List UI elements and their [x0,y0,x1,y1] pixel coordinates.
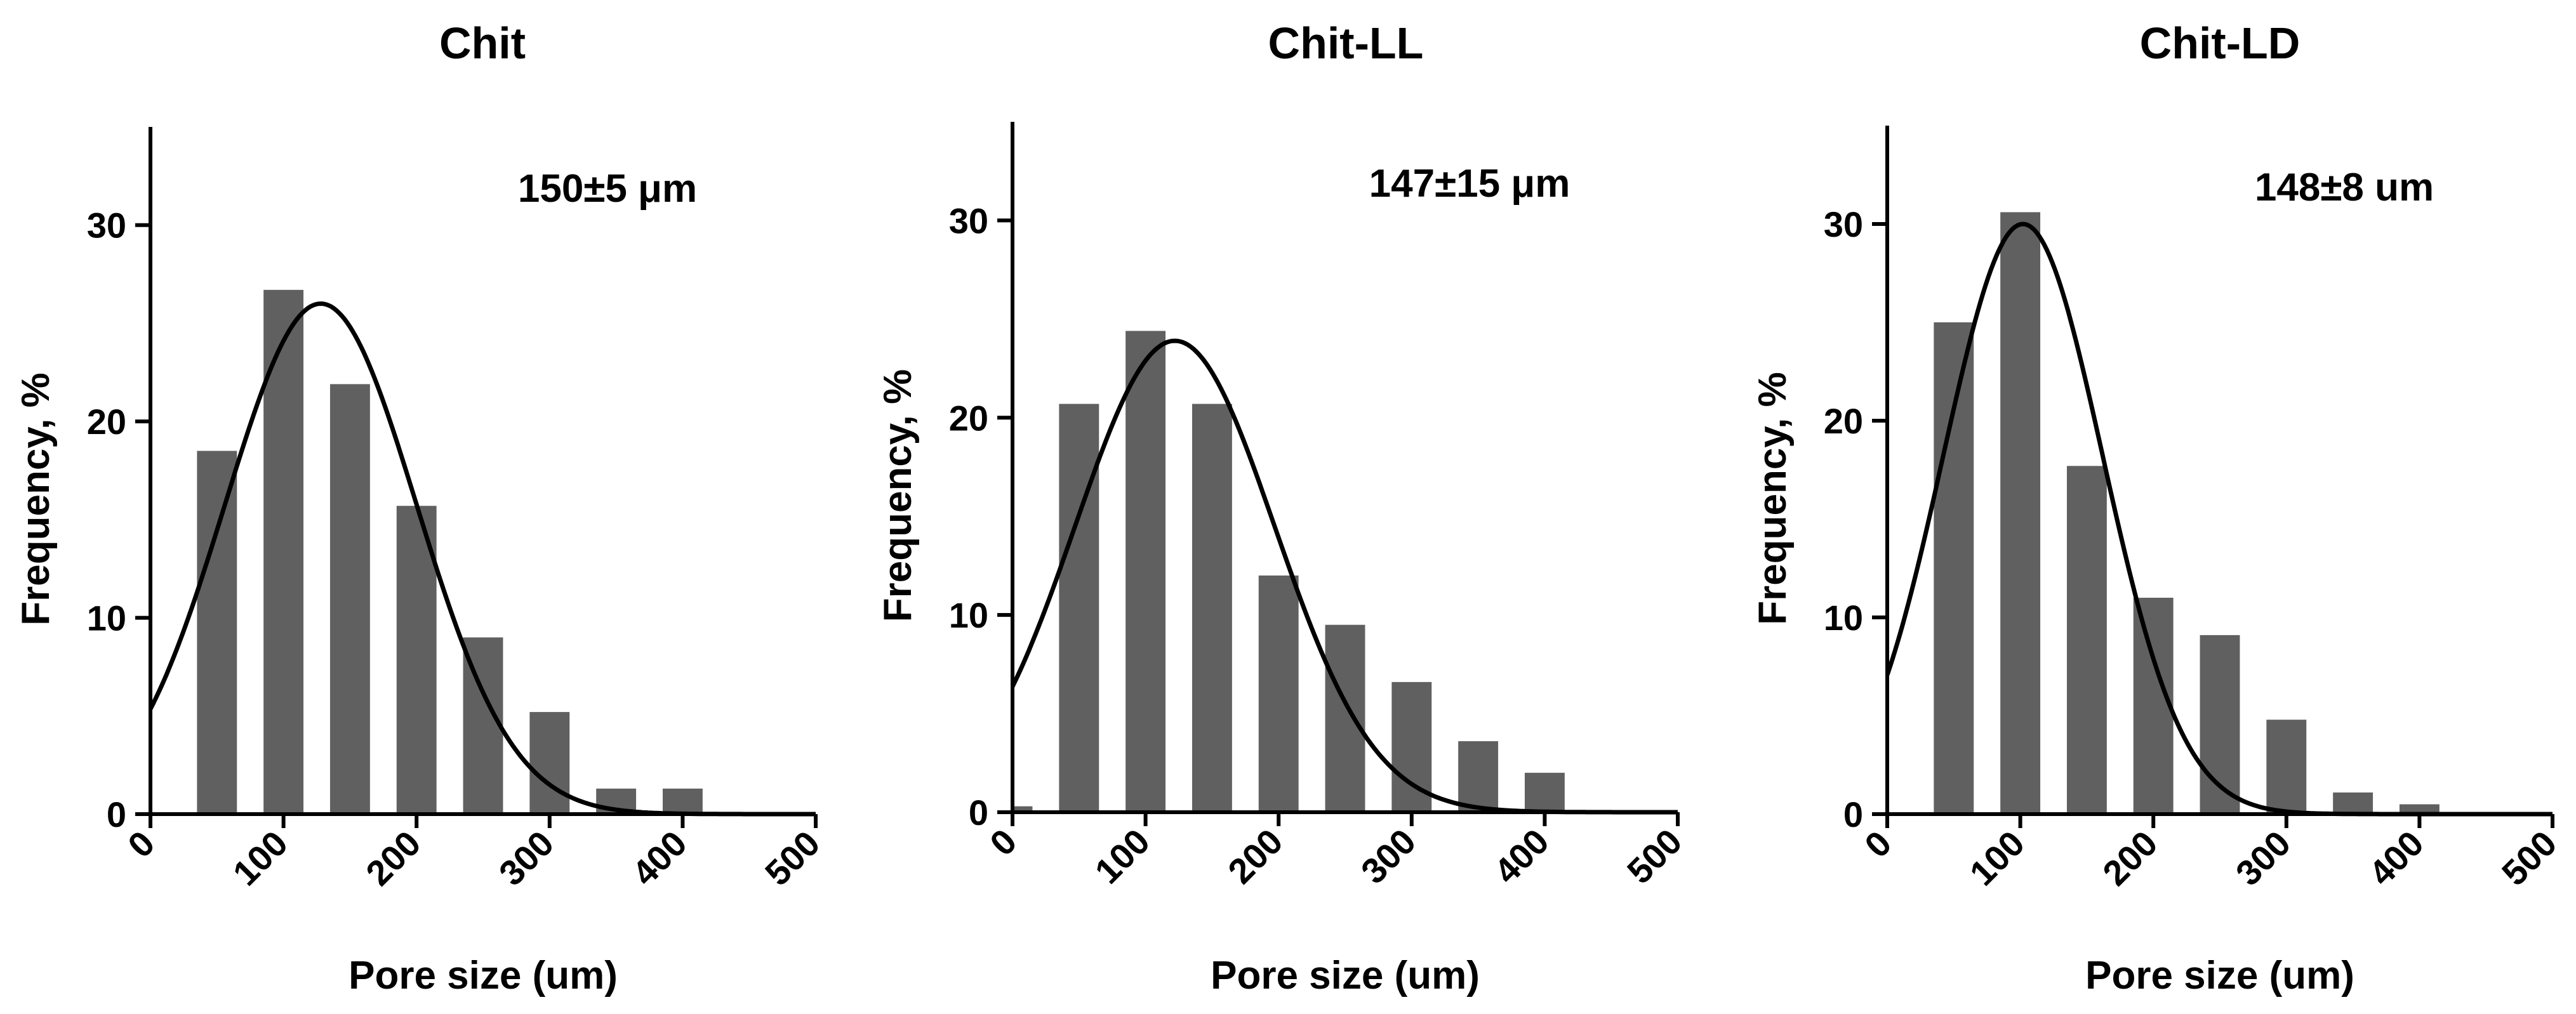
mean-annotation: 150±5 μm [518,167,697,211]
x-tick-label: 100 [1962,823,2032,893]
x-axis-label: Pore size (um) [349,954,618,998]
y-tick-label: 30 [87,206,126,246]
x-tick-label: 200 [358,823,428,893]
y-tick-label: 20 [1824,401,1863,441]
x-tick-label: 500 [757,823,828,893]
y-tick-label: 30 [1824,204,1863,244]
histogram-bar [2066,466,2107,814]
y-tick-label: 0 [1843,794,1863,834]
y-axis-label: Frequency, % [876,369,920,622]
histogram-bar [1125,331,1166,812]
y-axis-label: Frequency, % [1751,372,1795,625]
y-tick-label: 10 [1824,598,1863,638]
histogram-bar [1192,404,1232,812]
histogram-bar [263,289,304,815]
chart-title: Chit [439,18,526,68]
chart-title: Chit-LL [1268,18,1424,68]
y-tick-label: 0 [107,794,126,834]
histogram-bar [1012,806,1033,812]
chart-title: Chit-LD [2140,18,2300,68]
histogram-bar [2266,720,2307,814]
y-axis-label: Frequency, % [14,372,58,626]
x-tick-label: 300 [2228,823,2299,893]
histogram-bar [529,712,570,814]
mean-annotation: 147±15 μm [1369,162,1570,206]
histogram-bar [1325,624,1365,812]
x-axis-label: Pore size (um) [2085,954,2354,998]
y-tick-label: 10 [87,598,126,638]
y-tick-label: 10 [949,595,988,635]
x-tick-label: 200 [2095,823,2165,893]
x-tick-label: 400 [624,823,694,893]
histogram-bar [2000,212,2041,814]
histogram-bar [1059,404,1099,812]
histogram-bar [2399,804,2440,814]
histogram-bar [2333,792,2374,814]
y-tick-label: 30 [949,201,988,240]
x-tick-label: 100 [225,823,295,893]
x-tick-label: 300 [491,823,562,893]
x-tick-label: 500 [1619,821,1690,892]
x-tick-label: 300 [1353,821,1424,892]
x-tick-label: 100 [1087,821,1157,892]
histogram-bar [1524,772,1565,812]
y-tick-label: 20 [949,398,988,438]
histogram-bar [1458,741,1499,812]
histogram-bar [1258,575,1299,812]
histogram-bar [329,384,370,814]
x-tick-label: 400 [1486,821,1557,892]
x-tick-label: 500 [2494,823,2565,893]
histogram-bar [2133,598,2174,814]
mean-annotation: 148±8 um [2255,166,2434,209]
histogram-bar [1934,322,1974,814]
histogram-bar [197,451,237,814]
histogram-bar [662,788,703,814]
y-tick-label: 0 [969,793,988,833]
y-tick-label: 20 [87,402,126,442]
x-axis-label: Pore size (um) [1211,954,1480,998]
histogram-bar [396,506,437,814]
x-tick-label: 200 [1220,821,1291,892]
x-tick-label: 400 [2361,823,2431,893]
